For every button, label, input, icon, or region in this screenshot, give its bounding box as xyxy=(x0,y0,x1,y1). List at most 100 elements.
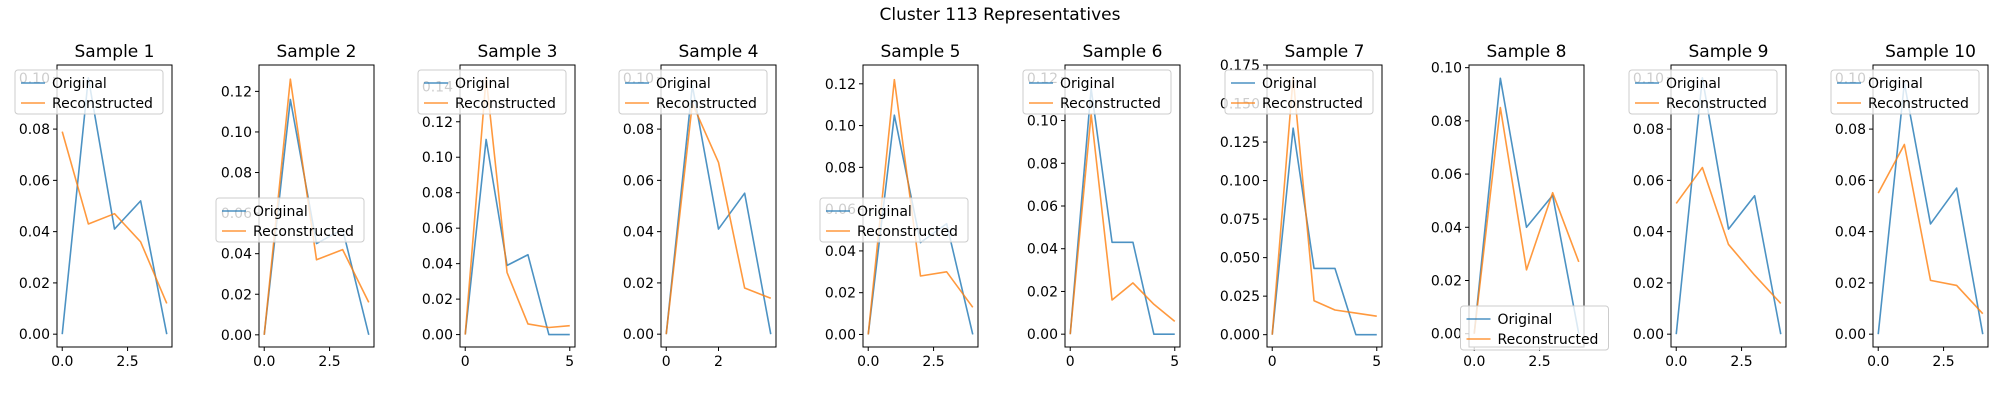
legend: Original Reconstructed xyxy=(819,197,969,243)
y-tick-label: 0.08 xyxy=(1835,122,1866,138)
series-line-reconstructed xyxy=(1069,113,1176,335)
legend-frame xyxy=(215,197,365,243)
legend-label: Original xyxy=(857,204,912,220)
legend: Original Reconstructed xyxy=(1628,69,1778,115)
y-tick-label: 0.06 xyxy=(1431,167,1462,183)
y-tick-label: 0.06 xyxy=(623,173,654,189)
y-tick-label: 0.04 xyxy=(825,244,856,260)
legend-label: Reconstructed xyxy=(1262,96,1363,112)
y-tick-label: 0.04 xyxy=(623,225,654,241)
series-line-original xyxy=(665,84,772,335)
y-tick-label: 0.08 xyxy=(825,160,856,176)
legend: Original Reconstructed xyxy=(215,197,365,243)
subplot-4: Sample 40.000.020.040.060.080.1002Origin… xyxy=(618,42,777,370)
subplot-title: Sample 4 xyxy=(679,42,759,62)
axes-frame xyxy=(56,64,173,348)
legend-label: Reconstructed xyxy=(455,96,556,112)
legend-label: Reconstructed xyxy=(1498,332,1599,348)
x-tick-label: 0 xyxy=(1066,354,1075,370)
subplot-10: Sample 100.000.020.040.060.080.100.02.5O… xyxy=(1830,42,1989,370)
legend: Original Reconstructed xyxy=(618,69,768,115)
series-line-reconstructed xyxy=(1877,143,1984,315)
series-line-reconstructed xyxy=(1473,106,1580,334)
legend-label: Original xyxy=(1262,76,1317,92)
legend-frame xyxy=(1830,69,1980,115)
series-line-original xyxy=(1675,77,1782,335)
x-tick-label: 0.0 xyxy=(51,354,73,370)
y-tick-label: 0.00 xyxy=(1835,327,1866,343)
legend-label: Reconstructed xyxy=(857,224,958,240)
series-line-original xyxy=(464,138,570,336)
legend-frame xyxy=(1224,69,1374,115)
axes-frame xyxy=(1670,64,1787,348)
y-tick-label: 0.00 xyxy=(825,327,856,343)
legend-label: Original xyxy=(253,204,308,220)
legend: Original Reconstructed xyxy=(14,69,164,115)
legend: Original Reconstructed xyxy=(1224,69,1374,115)
subplot-8: Sample 8 0.00 0.02 0.04 0.06 0.08 0.10 0.0 2.5 Or… xyxy=(1431,42,1609,370)
legend: Original Reconstructed xyxy=(1830,69,1980,115)
subplot-6: Sample 60.000.020.040.060.080.100.1205Or… xyxy=(1022,42,1181,370)
subplot-7: Sample 70.0000.0250.0500.0750.1000.1250.… xyxy=(1220,42,1383,370)
legend-frame xyxy=(819,197,969,243)
series-line-original xyxy=(263,98,370,336)
y-tick-label: 0.00 xyxy=(221,328,252,344)
y-tick-label: 0.02 xyxy=(825,286,856,302)
y-tick-label: 0.04 xyxy=(221,247,252,263)
y-tick-label: 0.10 xyxy=(825,119,856,135)
axes-frame xyxy=(1468,64,1585,348)
axes-frame xyxy=(1266,64,1383,348)
y-tick-label: 0.06 xyxy=(422,221,453,237)
y-tick-label: 0.04 xyxy=(1027,242,1058,258)
y-tick-label: 0.00 xyxy=(1431,327,1462,343)
subplot-1: Sample 10.000.020.040.060.080.100.02.5Or… xyxy=(14,42,173,370)
legend-label: Reconstructed xyxy=(1666,96,1767,112)
y-tick-label: 0.10 xyxy=(221,125,252,141)
y-tick-label: 0.02 xyxy=(1027,284,1058,300)
x-tick-label: 0.0 xyxy=(253,354,275,370)
legend-label: Original xyxy=(656,76,711,92)
axes-frame xyxy=(459,64,576,348)
series-line-reconstructed xyxy=(665,102,772,335)
x-tick-label: 5 xyxy=(1372,354,1381,370)
y-tick-label: 0.04 xyxy=(1633,225,1664,241)
y-tick-label: 0.12 xyxy=(221,84,252,100)
x-tick-label: 5 xyxy=(1170,354,1179,370)
x-tick-label: 2.5 xyxy=(922,354,944,370)
legend-label: Original xyxy=(52,76,107,92)
series-line-original xyxy=(1069,87,1175,335)
y-tick-label: 0.075 xyxy=(1220,212,1260,228)
y-tick-label: 0.050 xyxy=(1220,251,1260,267)
x-tick-label: 0.0 xyxy=(1463,354,1485,370)
legend: Original Reconstructed xyxy=(1022,69,1172,115)
y-tick-label: 0.100 xyxy=(1220,174,1260,190)
series-line-reconstructed xyxy=(1271,76,1377,335)
legend-frame xyxy=(417,69,567,115)
series-line-original xyxy=(867,114,974,335)
y-tick-label: 0.08 xyxy=(623,122,654,138)
legend-frame xyxy=(618,69,768,115)
subplot-5: Sample 50.000.020.040.060.080.100.120.02… xyxy=(819,42,979,370)
y-tick-label: 0.06 xyxy=(1027,199,1058,215)
axes-frame xyxy=(1872,64,1989,348)
legend-label: Reconstructed xyxy=(253,224,354,240)
y-tick-label: 0.02 xyxy=(422,292,453,308)
subplot-title: Sample 10 xyxy=(1885,42,1976,62)
series-line-reconstructed xyxy=(464,76,570,335)
subplot-title: Sample 3 xyxy=(478,42,558,62)
x-tick-label: 5 xyxy=(565,354,574,370)
subplot-title: Sample 8 xyxy=(1487,42,1567,62)
y-tick-label: 0.08 xyxy=(422,186,453,202)
x-tick-label: 2 xyxy=(714,354,723,370)
legend-label: Reconstructed xyxy=(1060,96,1161,112)
legend-label: Reconstructed xyxy=(52,96,153,112)
y-tick-label: 0.02 xyxy=(1835,276,1866,292)
subplot-title: Sample 1 xyxy=(75,42,155,62)
y-tick-label: 0.02 xyxy=(221,287,252,303)
y-tick-label: 0.000 xyxy=(1220,328,1260,344)
x-tick-label: 2.5 xyxy=(116,354,138,370)
subplot-title: Sample 7 xyxy=(1285,42,1365,62)
subplot-3: Sample 30.000.020.040.060.080.100.120.14… xyxy=(417,42,576,370)
y-tick-label: 0.06 xyxy=(1633,173,1664,189)
x-tick-label: 0 xyxy=(461,354,470,370)
